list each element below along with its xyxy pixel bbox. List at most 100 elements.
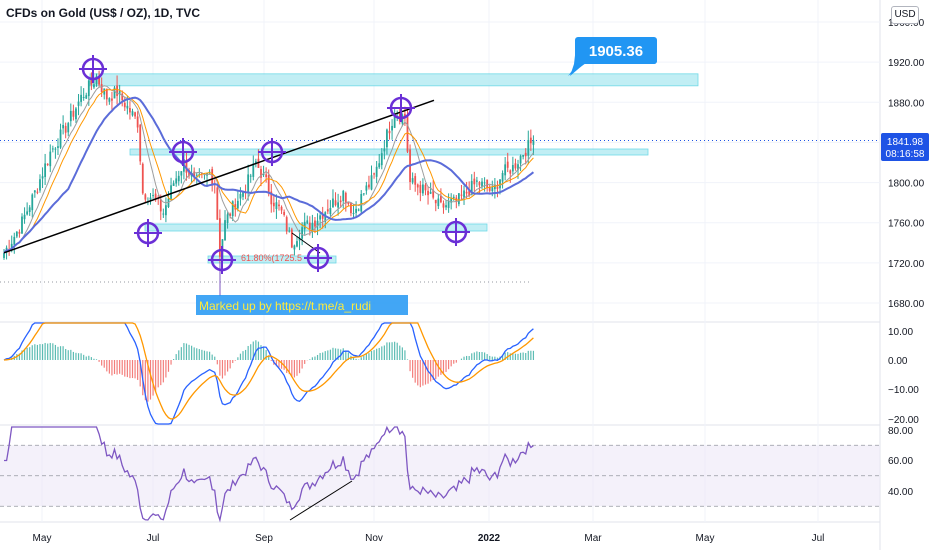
trendline[interactable] (3, 99, 435, 254)
candle-body (357, 209, 360, 211)
candle-body (311, 222, 314, 231)
candle-body (506, 161, 509, 168)
candle-body (87, 80, 90, 97)
candle (111, 91, 113, 111)
candle-body (108, 98, 111, 102)
candle (149, 192, 152, 205)
candle (180, 171, 183, 184)
candle (57, 138, 59, 156)
last-price-badge: 1841.98 08:16:58 (881, 133, 929, 161)
candle-body (46, 163, 49, 165)
candle-body (296, 241, 298, 247)
candle-body (314, 220, 316, 227)
target-marker-icon[interactable] (79, 55, 107, 83)
candle-body (427, 190, 429, 196)
candle (18, 229, 21, 238)
candle-body (332, 198, 334, 208)
candle (95, 73, 98, 87)
candle-body (123, 102, 126, 108)
candle-body (365, 185, 368, 191)
candle (177, 170, 180, 186)
time-tick: May (33, 533, 52, 544)
candle-body (468, 190, 471, 197)
candle (162, 208, 165, 218)
price-tick: 1720.00 (888, 259, 925, 270)
candle-body (488, 187, 491, 191)
candle-body (450, 198, 453, 203)
candle (285, 215, 288, 235)
candle-body (139, 124, 142, 162)
candle (532, 135, 535, 155)
candle (69, 103, 72, 127)
trendline-short[interactable] (291, 232, 321, 254)
price-callout[interactable]: 1905.36 (568, 37, 657, 76)
candle-body (82, 97, 85, 99)
candle-body (113, 87, 116, 99)
candle-body (267, 175, 270, 194)
time-tick: Nov (365, 533, 383, 544)
candle (368, 175, 370, 190)
target-marker-icon[interactable] (258, 138, 286, 166)
candle (365, 181, 368, 195)
candle-body (216, 187, 219, 220)
candle (141, 162, 144, 195)
support-resistance-zone[interactable] (89, 73, 699, 87)
watermark-box: Marked up by https://t.me/a_rudi (196, 295, 408, 315)
candle (388, 121, 391, 140)
candle-body (159, 199, 162, 212)
candle (375, 161, 378, 184)
candle (519, 154, 522, 172)
candle-body (319, 215, 322, 220)
candle (44, 153, 47, 186)
candle (288, 227, 291, 233)
candle (465, 181, 468, 199)
candle-body (98, 76, 100, 85)
candle-body (144, 194, 147, 200)
target-marker-icon[interactable] (442, 218, 470, 246)
target-marker-icon[interactable] (304, 244, 332, 272)
currency-button[interactable]: USD (891, 6, 919, 24)
candle (82, 88, 85, 101)
candle (370, 165, 373, 191)
candle-body (280, 206, 283, 211)
target-marker-icon[interactable] (208, 246, 236, 274)
candle-body (15, 231, 18, 237)
support-resistance-zone[interactable] (129, 148, 649, 156)
candle (524, 148, 527, 165)
candle (67, 121, 70, 137)
symbol-title[interactable]: CFDs on Gold (US$ / OZ), 1D, TVC (6, 6, 201, 20)
candle-body (180, 171, 183, 176)
candle (488, 184, 491, 193)
candle (105, 88, 108, 106)
candle (226, 212, 229, 229)
candle (188, 167, 190, 179)
target-marker-icon[interactable] (387, 94, 415, 122)
candle-body (77, 101, 80, 106)
candle (23, 207, 26, 224)
ma-fast (3, 85, 534, 254)
candle (121, 90, 124, 107)
candle-body (131, 111, 134, 116)
target-marker-icon[interactable] (169, 138, 197, 166)
candle (21, 213, 23, 234)
candle (357, 208, 360, 212)
candle-body (211, 169, 214, 185)
candle-body (260, 169, 262, 178)
candle-body (306, 220, 309, 224)
time-tick: Jul (812, 533, 825, 544)
candle (501, 170, 504, 189)
candle (278, 199, 280, 211)
candle (175, 171, 178, 187)
candle (496, 180, 499, 198)
candle-body (177, 175, 180, 182)
candle-body (360, 194, 363, 212)
rsi-trendline[interactable] (289, 480, 353, 521)
candle-body (134, 112, 136, 117)
candle (414, 173, 417, 192)
target-marker-icon[interactable] (134, 219, 162, 247)
macd-tick: 0.00 (888, 356, 908, 367)
candle-body (39, 179, 41, 191)
candle (504, 156, 507, 181)
countdown-text: 08:16:58 (886, 149, 925, 160)
